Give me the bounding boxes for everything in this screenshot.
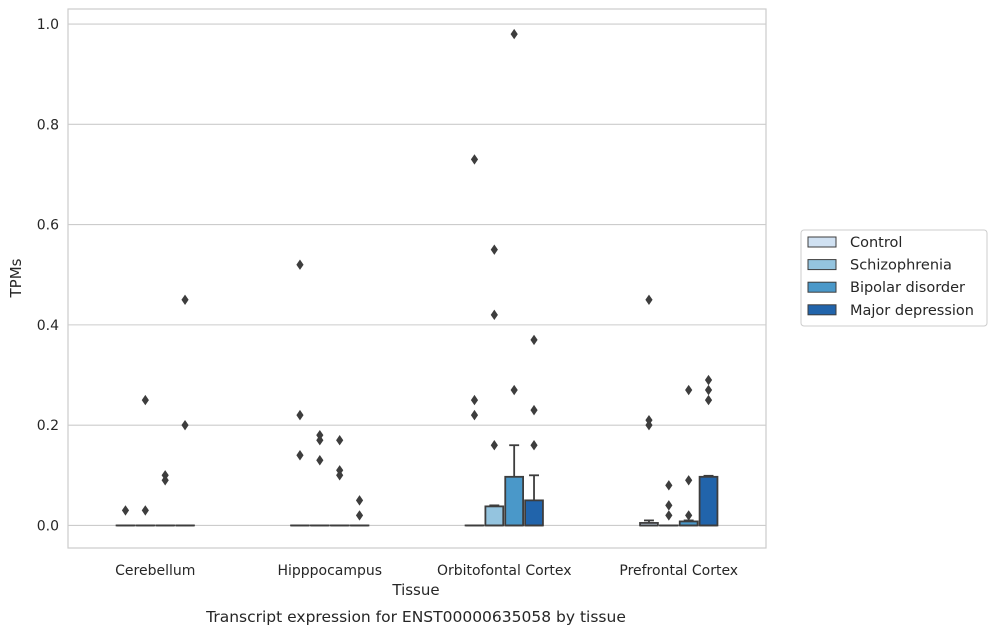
outlier-point [355,510,364,521]
box-control-1 [290,259,310,527]
outlier-point [470,409,479,421]
y-tick-label: 1.0 [37,17,59,33]
outlier-point [296,409,304,421]
legend-swatch [807,236,837,248]
x-tick-labels: Cerebellum Hipppocampus Orbitofontal Corte… [115,563,738,579]
outlier-point [645,294,653,306]
outlier-point [645,419,653,431]
outlier-point [530,440,538,451]
outlier-point [685,510,693,521]
legend-swatch [807,281,837,293]
outlier-point [704,374,713,386]
box-major-depression-0 [175,294,195,527]
outlier-point [530,404,538,416]
box-body [524,499,544,527]
outlier-point [685,475,693,486]
outlier-point [704,384,713,396]
outlier-point [704,394,713,406]
outlier-point [296,259,304,270]
legend-label: Control [850,235,902,251]
box-bipolar-disorder-1 [329,435,350,527]
plot-frame [67,8,767,549]
outlier-point [510,384,518,396]
outlier-point [316,455,324,466]
box-bipolar-disorder-2 [504,28,524,527]
outlier-point [470,154,479,165]
y-tick-labels: 0.0 0.2 0.4 0.6 0.8 1.0 [37,17,59,534]
outlier-point [316,435,324,446]
outlier-point [470,394,479,406]
y-tick-label: 0.0 [37,518,59,534]
legend-item: Bipolar disorder [807,280,965,296]
y-tick-label: 0.8 [37,117,59,133]
outlier-point [665,510,673,521]
legend-swatch [807,259,837,271]
legend-item: Schizophrenia [807,258,952,274]
y-tick-label: 0.6 [37,218,59,234]
outlier-point [355,495,364,506]
x-tick-label: Hipppocampus [277,563,382,579]
box-body [504,475,524,527]
box-body [484,505,505,527]
legend-label: Schizophrenia [850,258,952,274]
legend-item: Control [807,235,902,251]
x-axis-label: Tissue [391,581,439,599]
grid-lines [68,23,766,526]
y-tick-label: 0.4 [37,318,59,334]
outlier-point [685,384,693,396]
legend-item: Major depression [807,303,974,319]
y-axis-label: TPMs [7,258,25,298]
legend-label: Bipolar disorder [850,280,965,296]
x-tick-label: Orbitofontal Cortex [437,563,572,579]
x-tick-label: Cerebellum [115,563,195,579]
outlier-point [336,435,344,446]
x-tick-label: Prefrontal Cortex [619,563,738,579]
box-bipolar-disorder-0 [155,470,175,527]
box-bipolar-disorder-3 [678,384,699,527]
box-schizophrenia-2 [484,244,505,527]
y-tick-label: 0.2 [37,418,59,434]
outlier-point [296,450,304,461]
legend: Control Schizophrenia Bipolar disorder Majo… [800,229,988,327]
outlier-point [530,334,538,346]
legend-swatch [807,304,837,316]
outlier-point [490,244,498,255]
outlier-point [510,28,518,40]
legend-label: Major depression [850,303,974,319]
outlier-point [161,475,169,486]
box-body [698,475,719,527]
box-control-3 [639,294,659,527]
outlier-point [490,440,498,451]
box-major-depression-1 [349,495,370,527]
outlier-point [121,505,130,516]
box-schizophrenia-1 [310,429,330,527]
chart-caption: Transcript expression for ENST0000063505… [205,608,626,626]
outlier-point [141,505,149,516]
outlier-point [181,294,189,306]
outlier-point [141,394,149,406]
outlier-point [181,419,189,431]
outlier-point [665,500,673,511]
outlier-point [665,480,673,491]
box-major-depression-2 [524,334,544,527]
box-schizophrenia-0 [135,394,156,527]
box-control-2 [464,154,485,527]
outlier-point [336,470,344,481]
box-control-0 [115,505,136,527]
outlier-point [490,309,498,321]
box-schizophrenia-3 [659,480,679,527]
box-major-depression-3 [698,374,719,527]
legend-frame [800,229,988,327]
box-plots [115,28,719,527]
